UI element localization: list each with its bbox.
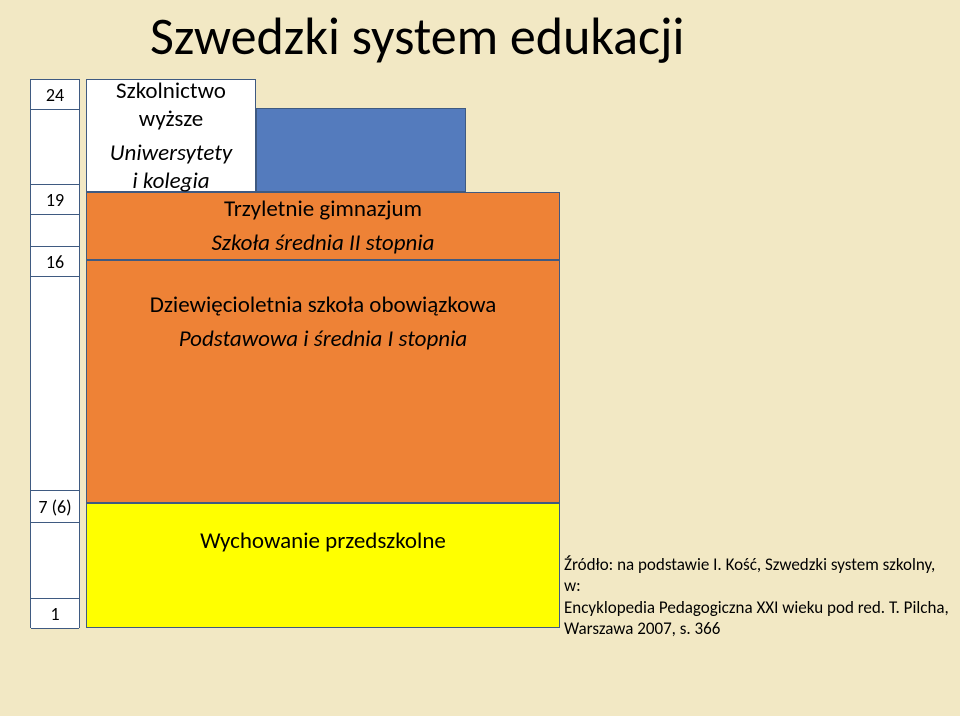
age-cell: 24: [31, 80, 79, 110]
block-obowiazkowa-sub1: Podstawowa i średnia I stopnia: [179, 325, 467, 353]
block-gimnazjum-line1: Trzyletnie gimnazjum: [224, 195, 422, 223]
block-higher-secondary: [256, 108, 466, 192]
source-citation: Źródło: na podstawie I. Kość, Szwedzki s…: [564, 554, 954, 639]
age-cell: [31, 215, 79, 247]
block-higher-line1: Szkolnictwo: [116, 77, 226, 105]
block-higher-sub2: i kolegia: [132, 167, 209, 195]
source-line1: Źródło: na podstawie I. Kość, Szwedzki s…: [564, 554, 954, 597]
age-column: 24 19 16 7 (6) 1: [30, 79, 80, 628]
age-cell: [31, 110, 79, 185]
age-cell: 19: [31, 185, 79, 215]
block-higher-sub1: Uniwersytety: [110, 139, 232, 167]
age-cell: [31, 523, 79, 599]
block-gimnazjum: Trzyletnie gimnazjum Szkoła średnia II s…: [86, 192, 560, 260]
age-cell: 1: [31, 599, 79, 629]
block-przedszkole: Wychowanie przedszkolne: [86, 503, 560, 628]
age-cell: 16: [31, 247, 79, 277]
age-cell: 7 (6): [31, 491, 79, 523]
age-cell: [31, 277, 79, 491]
block-przedszkole-line1: Wychowanie przedszkolne: [200, 527, 446, 555]
slide-title: Szwedzki system edukacji: [150, 4, 684, 68]
block-gimnazjum-sub1: Szkoła średnia II stopnia: [212, 229, 435, 257]
source-line2: Encyklopedia Pedagogiczna XXI wieku pod …: [564, 597, 954, 618]
block-higher-line2: wyższe: [139, 105, 203, 133]
source-line3: Warszawa 2007, s. 366: [564, 618, 954, 639]
block-obowiazkowa: Dziewięcioletnia szkoła obowiązkowa Pods…: [86, 260, 560, 503]
block-higher-education: Szkolnictwo wyższe Uniwersytety i kolegi…: [86, 79, 256, 192]
block-obowiazkowa-line1: Dziewięcioletnia szkoła obowiązkowa: [150, 291, 497, 319]
